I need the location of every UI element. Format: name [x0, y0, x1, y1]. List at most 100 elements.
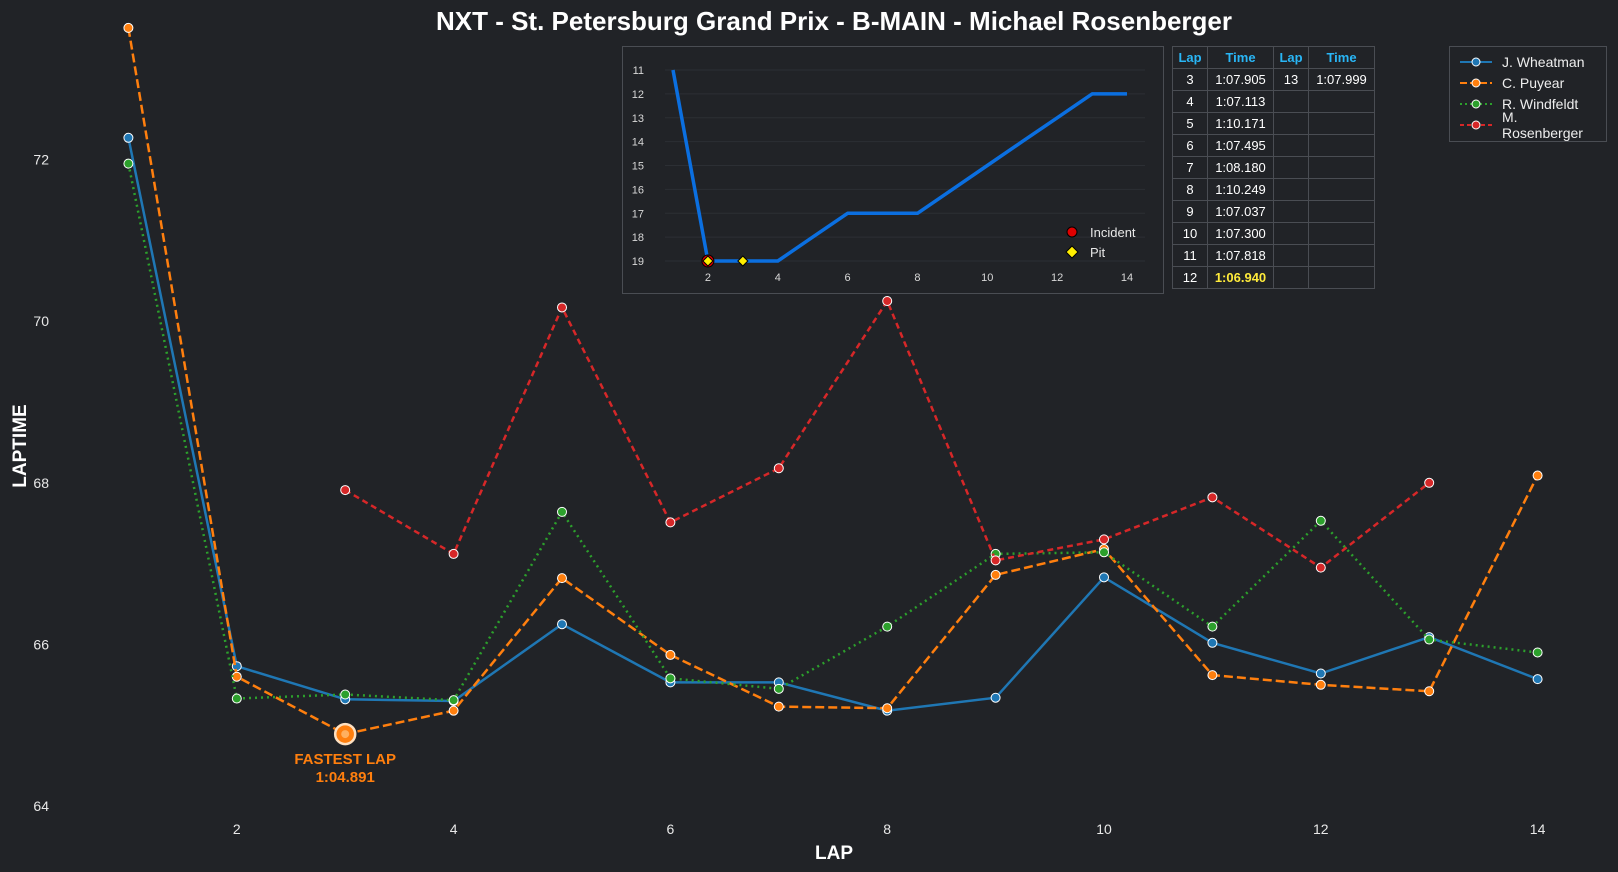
cell-time: 1:07.037 [1207, 200, 1274, 223]
inset-x-tick-label: 2 [705, 272, 711, 284]
inset-y-tick-label: 13 [632, 113, 644, 125]
data-point-r-windfeldt [340, 689, 351, 700]
inset-x-tick-label: 14 [1121, 272, 1133, 284]
series-line-r-windfeldt [127, 163, 1538, 702]
lap-table-body: 3 1:07.905 13 1:07.999 4 1:07.113 5 1:10.171 6 1:… [1172, 68, 1375, 289]
inset-x-tick-label: 10 [981, 272, 993, 284]
data-point-c-puyear [557, 573, 567, 584]
data-point-j-wheatman [1207, 637, 1218, 648]
table-row: 6 1:07.495 [1172, 134, 1375, 157]
table-row: 9 1:07.037 [1172, 200, 1375, 223]
fastest-lap-marker-core [341, 730, 350, 739]
inset-y-tick-label: 19 [632, 256, 644, 268]
cell-lap [1273, 200, 1309, 223]
series-r-windfeldt [123, 158, 1543, 706]
cell-time: 1:08.180 [1207, 156, 1274, 179]
data-point-m-rosenberger [1424, 477, 1435, 488]
data-point-r-windfeldt [448, 695, 459, 706]
data-point-r-windfeldt [773, 683, 784, 694]
data-point-c-puyear [1207, 670, 1218, 681]
data-point-m-rosenberger [1099, 534, 1109, 545]
legend-item-windfeldt: R. Windfeldt [1458, 93, 1598, 114]
x-axis-title: LAP [815, 843, 853, 864]
incident-legend-label: Incident [1090, 225, 1136, 240]
position-inset: 11 12 13 14 15 16 17 18 19 2 4 6 8 10 12 14 Incident P… [622, 46, 1164, 294]
cell-time: 1:06.940 [1207, 266, 1274, 289]
header-time-1: Time [1207, 46, 1274, 69]
inset-y-tick-label: 14 [632, 137, 644, 149]
table-row: 10 1:07.300 [1172, 222, 1375, 245]
y-axis-title: LAPTIME [10, 404, 31, 487]
data-point-j-wheatman [1099, 572, 1109, 583]
x-tick-label: 8 [883, 821, 891, 837]
cell-time [1308, 156, 1375, 179]
x-tick-label: 10 [1096, 821, 1112, 837]
cell-lap: 12 [1172, 266, 1208, 289]
cell-lap [1273, 178, 1309, 201]
x-tick-label: 6 [667, 821, 675, 837]
data-point-r-windfeldt [123, 158, 134, 169]
y-tick-label: 72 [33, 152, 49, 168]
x-axis-ticks: 2 4 6 8 10 12 14 [233, 821, 1546, 837]
data-point-c-puyear [123, 22, 134, 33]
header-lap-1: Lap [1172, 46, 1208, 69]
cell-lap [1273, 222, 1309, 245]
chart-title: NXT - St. Petersburg Grand Prix - B-MAIN… [436, 6, 1232, 36]
series-line-j-wheatman [127, 137, 1539, 712]
data-point-m-rosenberger [990, 555, 1001, 566]
x-tick-label: 4 [450, 821, 458, 837]
table-row: 5 1:10.171 [1172, 112, 1375, 135]
inset-y-tick-label: 12 [632, 89, 644, 101]
cell-lap [1273, 156, 1309, 179]
y-tick-label: 68 [33, 475, 49, 491]
cell-time [1308, 112, 1375, 135]
pit-marker-incident-lap [702, 255, 714, 267]
data-point-r-windfeldt [882, 621, 893, 632]
pit-legend-marker [1065, 245, 1079, 259]
y-axis-ticks: 64 66 68 70 72 [33, 152, 49, 814]
table-row: 7 1:08.180 [1172, 156, 1375, 179]
y-tick-label: 70 [33, 313, 49, 329]
data-point-m-rosenberger [557, 302, 567, 313]
legend-item-puyear: C. Puyear [1458, 72, 1598, 93]
legend-label-puyear: C. Puyear [1502, 74, 1565, 91]
data-point-j-wheatman [557, 619, 567, 630]
legend: J. Wheatman C. Puyear R. Windfeldt M. Ro… [1449, 46, 1607, 142]
cell-lap: 8 [1172, 178, 1208, 201]
inset-y-ticks: 11 12 13 14 15 16 17 18 19 [632, 65, 644, 268]
table-row: 11 1:07.818 [1172, 244, 1375, 267]
x-tick-label: 2 [233, 821, 241, 837]
legend-marker-windfeldt [1460, 99, 1492, 108]
pit-legend-label: Pit [1090, 245, 1106, 260]
legend-label-windfeldt: R. Windfeldt [1502, 95, 1579, 112]
data-point-m-rosenberger [882, 296, 893, 306]
table-row: 8 1:10.249 [1172, 178, 1375, 201]
lap-time-table: Lap Time Lap Time 3 1:07.905 13 1:07.999 4 1:… [1172, 46, 1375, 289]
cell-lap [1273, 112, 1309, 135]
cell-time [1308, 222, 1375, 245]
inset-y-tick-label: 17 [632, 208, 644, 220]
data-point-m-rosenberger [665, 517, 676, 528]
cell-lap [1273, 90, 1309, 113]
inset-x-tick-label: 4 [775, 272, 781, 284]
cell-lap: 10 [1172, 222, 1208, 245]
cell-lap [1273, 244, 1309, 267]
data-point-c-puyear [1315, 679, 1326, 690]
data-point-m-rosenberger [448, 548, 459, 559]
cell-lap: 5 [1172, 112, 1208, 135]
legend-item-wheatman: J. Wheatman [1458, 51, 1598, 72]
data-point-j-wheatman [123, 132, 134, 143]
data-point-j-wheatman [1315, 668, 1326, 679]
x-tick-label: 12 [1313, 821, 1329, 837]
legend-item-rosenberger: M. Rosenberger [1458, 109, 1598, 141]
inset-y-tick-label: 18 [632, 232, 644, 244]
legend-marker-wheatman [1460, 57, 1492, 66]
cell-lap [1273, 134, 1309, 157]
cell-lap: 4 [1172, 90, 1208, 113]
table-row: 12 1:06.940 [1172, 266, 1375, 289]
incident-legend-marker [1066, 226, 1078, 238]
table-row: 3 1:07.905 13 1:07.999 [1172, 68, 1375, 91]
series-m-rosenberger [340, 296, 1435, 573]
x-tick-label: 14 [1530, 821, 1546, 837]
data-point-m-rosenberger [340, 485, 351, 496]
